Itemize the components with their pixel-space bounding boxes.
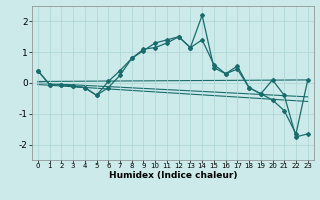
X-axis label: Humidex (Indice chaleur): Humidex (Indice chaleur) [108, 171, 237, 180]
